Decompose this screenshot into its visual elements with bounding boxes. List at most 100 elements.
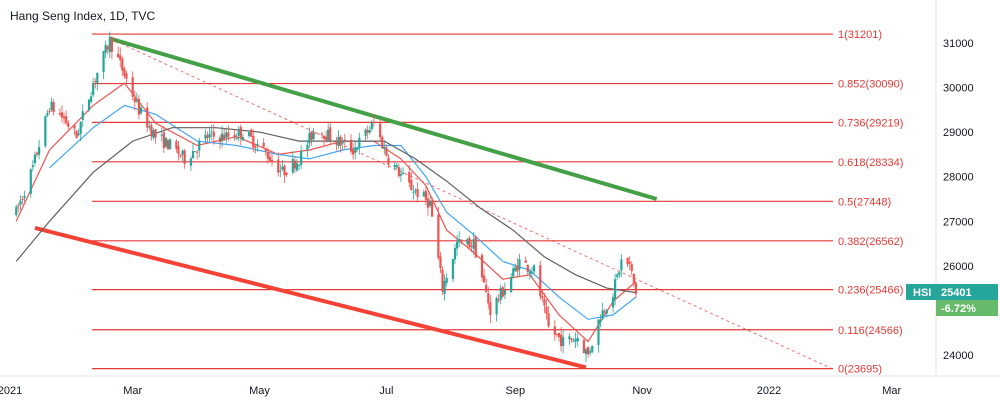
candle xyxy=(65,110,68,126)
candle xyxy=(524,256,527,263)
candle xyxy=(397,163,400,178)
candle xyxy=(58,108,62,117)
candle xyxy=(455,234,459,257)
candle xyxy=(312,128,315,143)
candle xyxy=(584,347,588,362)
candle xyxy=(102,50,105,80)
candle xyxy=(497,294,500,304)
price-tick-label: 24000 xyxy=(943,350,974,362)
candle xyxy=(198,137,201,158)
candle xyxy=(137,95,141,120)
price-axis[interactable]: 2400025000260002700028000290003000031000 xyxy=(943,38,974,362)
candle xyxy=(277,152,280,177)
candle xyxy=(19,195,22,211)
candle xyxy=(611,293,615,313)
candle xyxy=(204,129,207,144)
candle xyxy=(329,122,332,144)
fib-level-label: 0.736(29219) xyxy=(838,117,903,129)
candle xyxy=(539,260,542,300)
candle xyxy=(44,115,47,149)
candle xyxy=(483,269,486,283)
candle xyxy=(166,139,170,150)
candle xyxy=(356,146,359,151)
candle xyxy=(451,258,455,282)
candle xyxy=(119,47,122,68)
candle xyxy=(559,327,563,352)
candle xyxy=(81,104,84,128)
candle xyxy=(632,273,635,287)
candle xyxy=(92,77,95,98)
candle xyxy=(314,132,317,134)
candle xyxy=(599,314,602,328)
candle xyxy=(335,136,338,151)
time-axis[interactable]: 2021 Mar May Jul Sep Nov 2022 Mar xyxy=(0,385,901,397)
candle xyxy=(512,265,515,279)
last-price: 25401 xyxy=(941,287,972,299)
candle xyxy=(545,299,548,320)
fib-level-label: 0(23695) xyxy=(838,364,882,376)
candle xyxy=(23,190,26,202)
candle xyxy=(574,332,577,349)
candle xyxy=(297,164,301,171)
candle xyxy=(133,90,136,111)
candle xyxy=(572,337,575,342)
candle xyxy=(225,127,228,144)
symbol-label: HSI xyxy=(913,287,931,299)
candle xyxy=(52,99,55,116)
candle xyxy=(150,122,153,141)
candle xyxy=(354,141,357,160)
candle xyxy=(29,168,32,198)
candle xyxy=(620,254,623,278)
candle xyxy=(223,128,226,141)
candle xyxy=(553,320,556,341)
candle xyxy=(601,302,604,320)
price-tick-label: 28000 xyxy=(943,172,974,184)
candle xyxy=(630,261,633,276)
candle xyxy=(568,333,571,345)
candle xyxy=(532,264,536,274)
candle xyxy=(597,319,600,353)
candle xyxy=(466,238,469,247)
candle xyxy=(96,72,99,91)
candle xyxy=(206,131,209,142)
candle xyxy=(589,347,592,356)
moving-average-line xyxy=(15,127,636,294)
dotted-trend-line xyxy=(109,38,832,369)
candle xyxy=(518,253,521,277)
candle xyxy=(431,196,434,217)
candle xyxy=(193,151,197,153)
candle xyxy=(453,244,457,264)
candle xyxy=(603,308,606,315)
candle xyxy=(252,129,255,153)
candle xyxy=(383,139,386,155)
candle xyxy=(162,126,165,153)
candle xyxy=(618,271,621,278)
candle xyxy=(67,120,70,130)
price-tick-label: 29000 xyxy=(943,127,974,139)
candle xyxy=(562,329,565,354)
candle xyxy=(626,257,629,267)
candle xyxy=(634,281,638,299)
candle xyxy=(117,46,120,58)
candle xyxy=(48,107,51,115)
candle xyxy=(50,97,53,112)
candle xyxy=(104,40,107,59)
resistance-trend-line xyxy=(109,36,658,201)
symbol-badge xyxy=(906,284,936,300)
candle xyxy=(250,128,253,138)
candle xyxy=(366,125,369,139)
candle xyxy=(352,142,355,160)
candle xyxy=(239,124,242,146)
candle xyxy=(210,124,213,141)
candle xyxy=(370,119,373,132)
candle xyxy=(75,129,78,139)
trend-lines xyxy=(34,36,832,370)
candle xyxy=(31,160,34,172)
candle xyxy=(235,133,238,140)
candle xyxy=(218,134,222,150)
candle xyxy=(489,295,492,324)
candle xyxy=(349,134,353,155)
time-tick-label: 2021 xyxy=(0,385,22,397)
candle xyxy=(337,130,340,149)
